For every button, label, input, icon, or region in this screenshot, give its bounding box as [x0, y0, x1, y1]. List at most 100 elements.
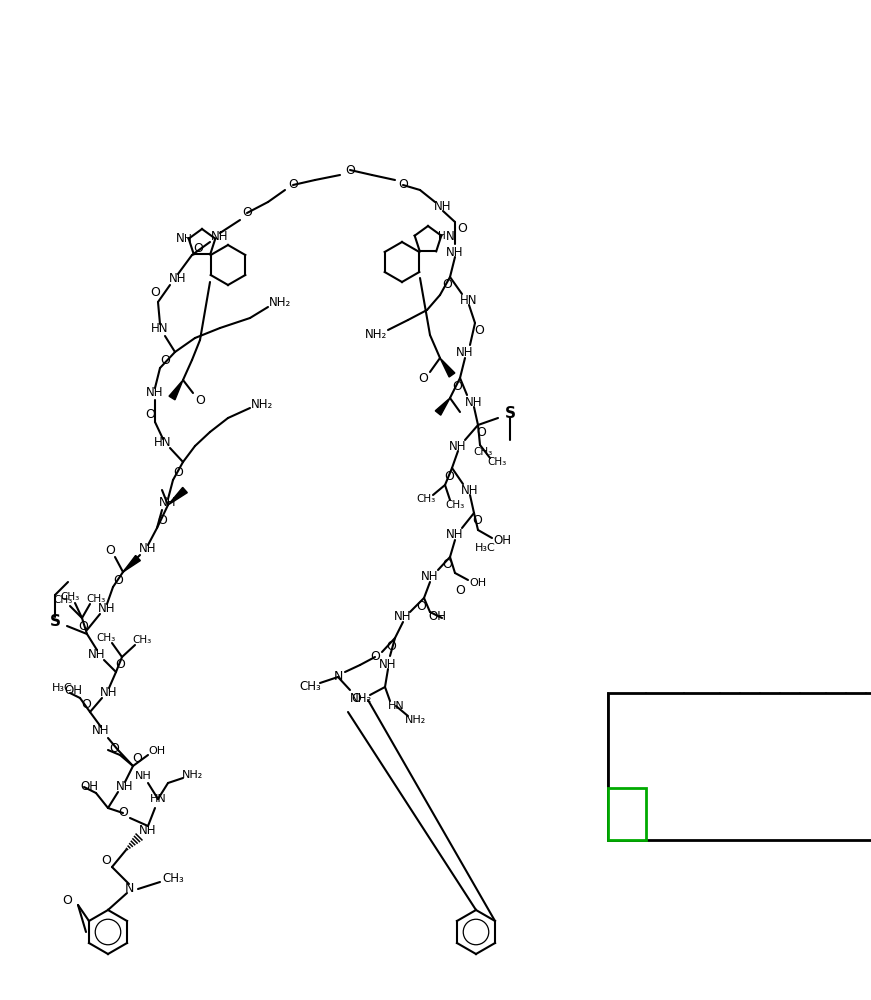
Text: NH: NH: [135, 771, 152, 781]
Text: OH: OH: [148, 746, 165, 756]
Text: Xaa⁷: Xaa⁷: [808, 728, 818, 752]
Text: OH: OH: [493, 534, 511, 548]
Text: O: O: [118, 806, 128, 820]
Text: NH₂: NH₂: [350, 692, 372, 706]
Text: NH: NH: [116, 780, 134, 792]
Text: O: O: [398, 178, 408, 192]
Text: O: O: [173, 466, 183, 479]
Text: NH: NH: [422, 570, 439, 582]
Text: O: O: [370, 650, 380, 664]
Text: O: O: [81, 698, 91, 712]
Polygon shape: [123, 555, 140, 572]
Text: NH₂: NH₂: [251, 397, 273, 410]
Text: NH: NH: [379, 658, 397, 670]
Text: NH: NH: [88, 648, 105, 660]
Text: CH₃: CH₃: [416, 494, 436, 504]
Text: O: O: [62, 894, 72, 906]
Text: O: O: [109, 742, 119, 754]
Text: O: O: [442, 558, 452, 572]
Text: O: O: [444, 470, 454, 483]
Text: HN: HN: [154, 436, 172, 450]
Text: NH: NH: [139, 542, 157, 556]
Text: HN: HN: [388, 701, 404, 711]
Text: N: N: [334, 670, 342, 684]
Text: CH₃: CH₃: [162, 871, 184, 884]
Text: O: O: [157, 514, 167, 528]
Text: CH₃: CH₃: [488, 457, 507, 467]
Text: O: O: [442, 278, 452, 292]
Text: HN: HN: [152, 322, 169, 334]
Text: O: O: [145, 408, 155, 420]
Polygon shape: [440, 358, 455, 377]
Text: O: O: [351, 692, 361, 704]
Text: O: O: [242, 207, 252, 220]
Text: (NH₂)₂: (NH₂)₂: [864, 809, 871, 819]
Text: Pen: Pen: [804, 809, 822, 819]
Text: N: N: [125, 882, 133, 896]
Text: D: D: [746, 809, 754, 819]
Text: NH: NH: [92, 724, 110, 738]
Text: CH₃: CH₃: [53, 595, 72, 605]
Text: O: O: [472, 514, 482, 528]
Bar: [646, 788, 684, 840]
Text: OH: OH: [80, 780, 98, 794]
Text: NH: NH: [462, 484, 479, 496]
Text: NH: NH: [456, 347, 474, 360]
Text: H: H: [438, 231, 446, 241]
Text: O: O: [193, 241, 203, 254]
Polygon shape: [168, 487, 187, 505]
Text: HN: HN: [150, 794, 166, 804]
Text: CH₃: CH₃: [97, 633, 116, 643]
Text: S: S: [726, 809, 733, 819]
Text: O: O: [452, 379, 462, 392]
Text: NH: NH: [146, 385, 164, 398]
Text: O: O: [476, 426, 486, 438]
Text: 22: 22: [618, 808, 636, 820]
Text: O: O: [195, 393, 205, 406]
Text: S: S: [504, 406, 516, 422]
Text: N: N: [176, 232, 185, 245]
Text: O: O: [101, 854, 111, 866]
Text: Xaa⁴: Xaa⁴: [745, 728, 755, 753]
Text: O: O: [113, 574, 123, 586]
Text: CH₃: CH₃: [473, 447, 493, 457]
Text: O: O: [457, 223, 467, 235]
Text: NH: NH: [446, 245, 463, 258]
Text: CH₃: CH₃: [445, 500, 464, 510]
Text: NH₂: NH₂: [181, 770, 203, 780]
Text: NH₂: NH₂: [269, 296, 291, 308]
Polygon shape: [169, 380, 183, 400]
Text: S: S: [50, 613, 60, 629]
Text: O: O: [418, 371, 428, 384]
Text: O: O: [78, 619, 88, 633]
Text: NH: NH: [212, 231, 229, 243]
Text: NH: NH: [449, 440, 467, 452]
Text: CH₃: CH₃: [299, 680, 321, 692]
Text: 22: 22: [618, 808, 636, 820]
Text: W: W: [831, 809, 841, 819]
Text: NH₂: NH₂: [365, 328, 387, 342]
Text: Xaa⁶: Xaa⁶: [785, 728, 795, 753]
Text: NH: NH: [395, 610, 412, 624]
Text: CH₃: CH₃: [132, 635, 152, 645]
Text: NH: NH: [98, 601, 116, 614]
Text: T: T: [766, 809, 773, 819]
Text: O: O: [288, 178, 298, 192]
Polygon shape: [436, 398, 450, 415]
Text: O: O: [160, 354, 170, 366]
Text: O: O: [132, 752, 142, 764]
Text: OH: OH: [428, 610, 446, 624]
Text: NH: NH: [159, 496, 177, 510]
Text: NH: NH: [446, 528, 463, 540]
Text: OH: OH: [469, 578, 487, 588]
Text: O: O: [105, 544, 115, 556]
Text: Xaa⁵: Xaa⁵: [765, 728, 775, 752]
Text: O: O: [115, 658, 125, 670]
Text: NH: NH: [435, 200, 452, 214]
Text: 2-Me苯甲酰基: 2-Me苯甲酰基: [660, 795, 670, 833]
Text: SEQ ID: SEQ ID: [607, 736, 647, 746]
Text: Xaa⁹: Xaa⁹: [851, 728, 861, 752]
Text: N-Me-R: N-Me-R: [683, 809, 721, 819]
Text: O: O: [386, 641, 396, 654]
Text: H₃C: H₃C: [51, 683, 72, 693]
